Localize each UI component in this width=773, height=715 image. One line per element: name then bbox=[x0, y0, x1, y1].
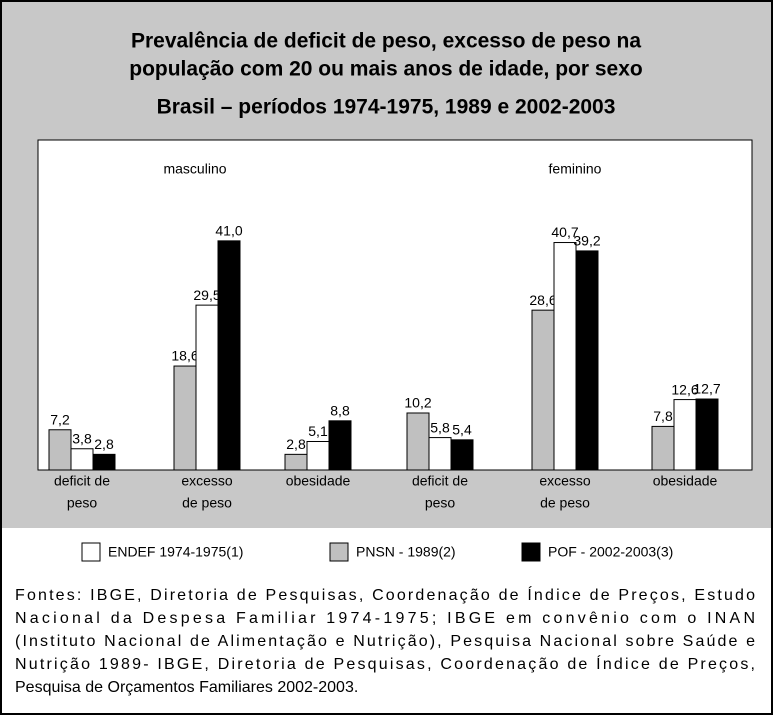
value-label: 10,2 bbox=[404, 395, 431, 411]
value-label: 7,8 bbox=[653, 408, 673, 424]
bar bbox=[217, 240, 241, 471]
x-tick-label: deficit de bbox=[54, 473, 110, 489]
bar bbox=[673, 399, 697, 471]
bar bbox=[48, 429, 72, 471]
value-label: 39,2 bbox=[573, 233, 600, 249]
value-label: 2,8 bbox=[286, 436, 306, 452]
chart-subtitle: Brasil – períodos 1974-1975, 1989 e 2002… bbox=[157, 96, 616, 119]
value-label: 7,2 bbox=[50, 411, 70, 427]
x-tick-label: peso bbox=[425, 495, 456, 511]
plot-area bbox=[37, 139, 753, 471]
chart-title: população com 20 ou mais anos de idade, … bbox=[129, 58, 642, 81]
bar bbox=[531, 309, 555, 471]
bar bbox=[575, 250, 599, 471]
value-label: 28,6 bbox=[529, 292, 556, 308]
x-tick-label: obesidade bbox=[286, 473, 351, 489]
x-tick-label: de peso bbox=[540, 495, 590, 511]
value-label: 5,8 bbox=[430, 419, 450, 435]
chart-title: Prevalência de deficit de peso, excesso … bbox=[131, 30, 641, 53]
source-note: (Instituto Nacional de Alimentação e Nut… bbox=[15, 633, 755, 650]
source-note: Pesquisa de Orçamentos Familiares 2002-2… bbox=[15, 679, 358, 696]
bar bbox=[553, 242, 577, 471]
x-tick-label: excesso bbox=[539, 473, 591, 489]
bar bbox=[328, 420, 352, 471]
group-label: feminino bbox=[549, 161, 602, 177]
legend-swatch bbox=[81, 542, 101, 562]
legend-label: PNSN - 1989(2) bbox=[356, 544, 456, 560]
bar bbox=[70, 448, 94, 471]
legend-label: POF - 2002-2003(3) bbox=[548, 544, 673, 560]
source-note: Nutrição 1989- IBGE, Diretoria de Pesqui… bbox=[15, 654, 755, 673]
value-label: 2,8 bbox=[94, 436, 114, 452]
value-label: 40,7 bbox=[551, 224, 578, 240]
bar bbox=[173, 365, 197, 471]
value-label: 5,4 bbox=[452, 422, 472, 438]
value-label: 18,6 bbox=[171, 348, 198, 364]
legend-label: ENDEF 1974-1975(1) bbox=[108, 544, 243, 560]
bar bbox=[695, 398, 719, 471]
x-tick-label: excesso bbox=[181, 473, 233, 489]
x-tick-label: deficit de bbox=[412, 473, 468, 489]
bar bbox=[284, 453, 308, 471]
legend-swatch bbox=[329, 542, 349, 562]
bar bbox=[92, 453, 116, 471]
legend-swatch bbox=[521, 542, 541, 562]
value-label: 3,8 bbox=[72, 430, 92, 446]
bar bbox=[406, 412, 430, 471]
bar bbox=[306, 440, 330, 471]
value-label: 29,5 bbox=[193, 287, 220, 303]
bar bbox=[651, 425, 675, 471]
x-tick-label: de peso bbox=[182, 495, 232, 511]
value-label: 12,7 bbox=[693, 381, 720, 397]
source-note: Nacional da Despesa Familiar 1974-1975; … bbox=[15, 610, 755, 627]
x-tick-label: obesidade bbox=[653, 473, 718, 489]
x-tick-label: peso bbox=[67, 495, 98, 511]
group-label: masculino bbox=[163, 161, 226, 177]
source-note: Fontes: IBGE, Diretoria de Pesquisas, Co… bbox=[15, 585, 755, 604]
value-label: 8,8 bbox=[330, 403, 350, 419]
bar bbox=[450, 439, 474, 471]
bar bbox=[195, 304, 219, 471]
value-label: 5,1 bbox=[308, 423, 328, 439]
value-label: 41,0 bbox=[215, 223, 242, 239]
bar bbox=[428, 437, 452, 471]
value-label: 12,6 bbox=[671, 381, 698, 397]
